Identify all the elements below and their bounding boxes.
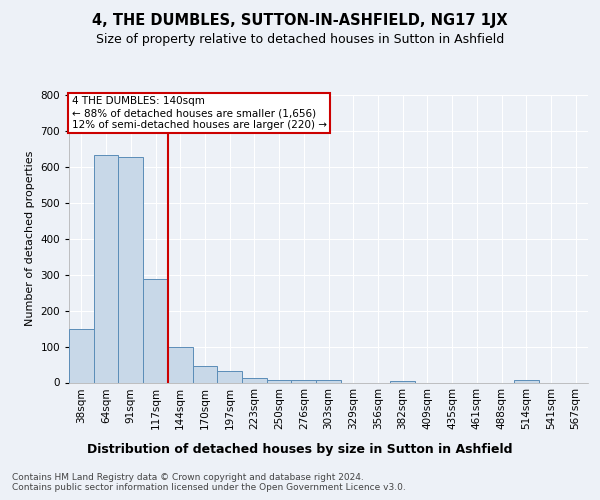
- Text: Contains HM Land Registry data © Crown copyright and database right 2024.
Contai: Contains HM Land Registry data © Crown c…: [12, 472, 406, 492]
- Text: Size of property relative to detached houses in Sutton in Ashfield: Size of property relative to detached ho…: [96, 32, 504, 46]
- Bar: [143, 279, 168, 382]
- Bar: [193, 366, 217, 382]
- Bar: [390, 380, 415, 382]
- Bar: [94, 156, 118, 382]
- Bar: [217, 370, 242, 382]
- Bar: [267, 380, 292, 382]
- Bar: [118, 157, 143, 382]
- Bar: [69, 330, 94, 382]
- Text: Distribution of detached houses by size in Sutton in Ashfield: Distribution of detached houses by size …: [87, 442, 513, 456]
- Text: 4 THE DUMBLES: 140sqm
← 88% of detached houses are smaller (1,656)
12% of semi-d: 4 THE DUMBLES: 140sqm ← 88% of detached …: [71, 96, 326, 130]
- Bar: [316, 380, 341, 382]
- Text: 4, THE DUMBLES, SUTTON-IN-ASHFIELD, NG17 1JX: 4, THE DUMBLES, SUTTON-IN-ASHFIELD, NG17…: [92, 12, 508, 28]
- Y-axis label: Number of detached properties: Number of detached properties: [25, 151, 35, 326]
- Bar: [514, 380, 539, 382]
- Bar: [292, 380, 316, 382]
- Bar: [242, 378, 267, 382]
- Bar: [168, 346, 193, 382]
